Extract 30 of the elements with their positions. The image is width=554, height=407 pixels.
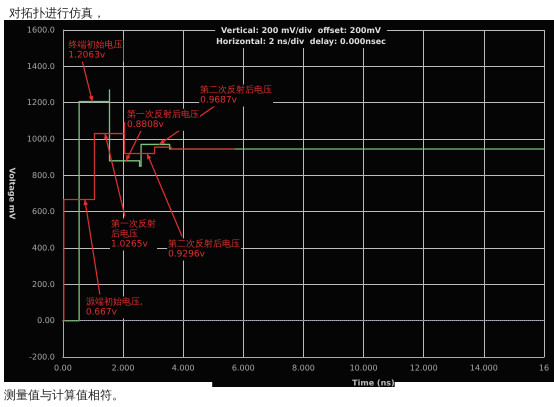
x-tick-label: 0.00 xyxy=(54,364,72,372)
y-tick-label: 400.0 xyxy=(32,244,55,252)
x-tick-label: 6.000 xyxy=(232,364,255,372)
y-tick-label: 1000.0 xyxy=(26,134,55,144)
text: 测量值与计算值相符。 xyxy=(4,388,124,402)
annotation: 第二次反射后电压 0.9687v xyxy=(200,84,272,106)
annotation: 第一次反射后电压 1.0265v xyxy=(110,218,156,250)
x-axis-title: Time (ns) xyxy=(352,378,395,388)
chart-subtitle: Vertical: 200 mV/div offset: 200mV Horizontal: 2 ns/div delay: 0.000nsec xyxy=(216,26,386,46)
x-tick-label: 4.000 xyxy=(172,364,195,372)
chart-title: 对拓扑进行仿真， xyxy=(9,6,105,20)
y-tick-label: 200.0 xyxy=(32,280,55,289)
x-tick-label: 12.000 xyxy=(410,364,438,372)
x-tick-label: 16 xyxy=(538,364,550,372)
annotation: 终端初始电压 1.2063v xyxy=(68,40,122,61)
x-tick-label: 2.000 xyxy=(112,364,134,372)
y-tick-label: 1400.0 xyxy=(26,62,55,71)
y-axis-title: Voltage mV xyxy=(8,168,16,220)
y-tick-label: 1200.0 xyxy=(26,98,55,108)
y-tick-label: 0.00 xyxy=(37,316,55,326)
annotation: 第一次反射后电压 0.8808v xyxy=(127,108,200,130)
y-tick-label: 1600.0 xyxy=(26,26,55,34)
x-tick-label: 10.000 xyxy=(350,364,378,372)
y-tick-label: 800.0 xyxy=(32,170,55,180)
x-tick-label: 8.000 xyxy=(292,364,315,372)
annotation: 第二次反射后电压 0.9296v xyxy=(168,238,240,260)
y-tick-label: -200.0 xyxy=(29,352,55,362)
y-tick-label: 600.0 xyxy=(32,207,55,216)
annotation: 源端初始电压, 0.667v xyxy=(86,296,143,318)
x-tick-label: 14.000 xyxy=(470,364,498,372)
